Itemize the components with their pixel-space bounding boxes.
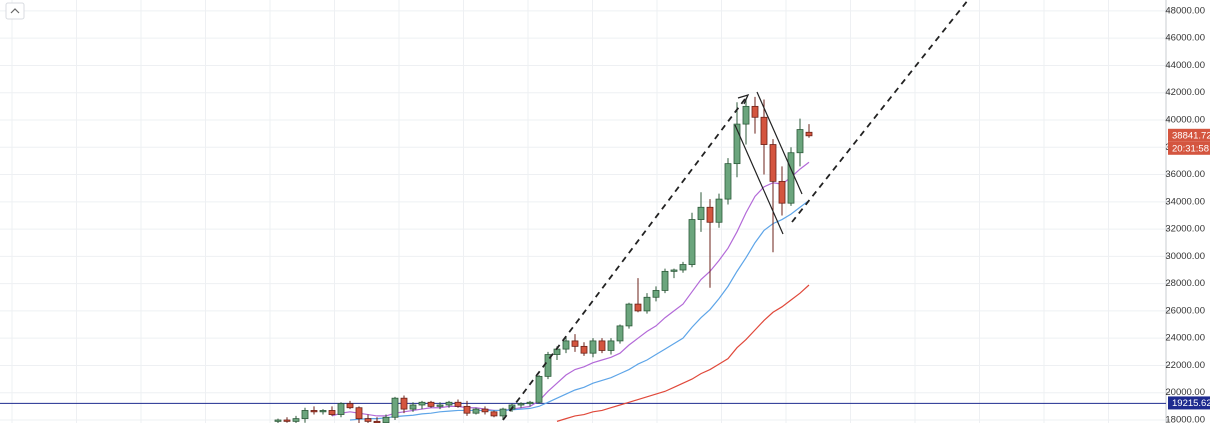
y-tick-label: 36000.00 xyxy=(1165,169,1205,180)
candle-body xyxy=(472,408,480,414)
candle-body xyxy=(643,296,651,312)
candle-body xyxy=(382,416,390,423)
moving-average xyxy=(331,161,810,417)
candle-body xyxy=(724,163,732,200)
moving-average xyxy=(349,199,810,421)
flag-line xyxy=(756,91,803,195)
candle-body xyxy=(418,401,426,406)
candle-body xyxy=(778,180,786,204)
collapse-button[interactable] xyxy=(5,2,25,20)
y-tick-label: 40000.00 xyxy=(1165,115,1205,126)
candle-body xyxy=(760,116,768,145)
arrow-head xyxy=(737,93,750,105)
candle-body xyxy=(616,325,624,342)
countdown-label: 20:31:58 xyxy=(1172,143,1209,154)
candle-body xyxy=(337,403,345,415)
last-price-label: 38841.72 xyxy=(1172,130,1210,141)
candle-body xyxy=(571,340,579,347)
y-tick-label: 20000.00 xyxy=(1165,387,1205,398)
candle-body xyxy=(463,405,471,414)
y-tick-label: 46000.00 xyxy=(1165,33,1205,44)
hline-tag xyxy=(1168,396,1210,410)
candle-body xyxy=(733,123,741,165)
candle-body xyxy=(751,105,759,118)
candle-body xyxy=(427,401,435,407)
candle-body xyxy=(319,410,327,413)
y-tick-label: 22000.00 xyxy=(1165,360,1205,371)
candle-body xyxy=(706,206,714,223)
candle-body xyxy=(274,419,282,422)
dashed-projection xyxy=(791,0,969,223)
flag-line xyxy=(734,124,784,235)
candle-body xyxy=(688,219,696,265)
candle-body xyxy=(670,269,678,272)
plot xyxy=(0,96,1166,423)
candle-body xyxy=(328,410,336,415)
candle-body xyxy=(283,419,291,422)
candle-body xyxy=(805,131,813,137)
candle-body xyxy=(679,264,687,271)
candle-body xyxy=(301,410,309,420)
candle-body xyxy=(697,206,705,220)
candle-body xyxy=(562,340,570,350)
moving-average xyxy=(556,284,810,422)
candle-body xyxy=(454,401,462,407)
candle-body xyxy=(652,290,660,298)
last-price-tag xyxy=(1168,128,1210,142)
candle-body xyxy=(625,303,633,327)
y-tick-label: 32000.00 xyxy=(1165,224,1205,235)
candle-body xyxy=(445,401,453,406)
candle-body xyxy=(391,397,399,418)
candle-body xyxy=(553,348,561,355)
y-tick-label: 42000.00 xyxy=(1165,87,1205,98)
candle-body xyxy=(580,345,588,354)
candle-body xyxy=(310,410,318,413)
candle-body xyxy=(598,340,606,351)
candle-body xyxy=(400,397,408,410)
candle-body xyxy=(526,401,534,405)
candle-body xyxy=(787,152,795,204)
candle-body xyxy=(355,407,363,420)
dashed-trend xyxy=(502,94,749,421)
candle-body xyxy=(535,375,543,403)
y-tick-label: 26000.00 xyxy=(1165,305,1205,316)
y-tick-label: 34000.00 xyxy=(1165,196,1205,207)
y-tick-label: 30000.00 xyxy=(1165,251,1205,262)
candle-body xyxy=(499,408,507,417)
y-tick-label: 28000.00 xyxy=(1165,278,1205,289)
candle-body xyxy=(436,404,444,407)
y-tick-label: 44000.00 xyxy=(1165,60,1205,71)
candle-body xyxy=(742,105,750,125)
countdown-tag xyxy=(1168,141,1210,155)
hline-label: 19215.62 xyxy=(1172,398,1210,409)
y-tick-label: 24000.00 xyxy=(1165,333,1205,344)
candle-body xyxy=(607,340,615,351)
grid xyxy=(0,0,1166,423)
chevron-icon xyxy=(10,8,20,14)
candle-body xyxy=(634,303,642,312)
candle-body xyxy=(661,270,669,291)
candle-body xyxy=(517,403,525,406)
candle-body xyxy=(364,418,372,422)
candle-body xyxy=(292,418,300,422)
candle-body xyxy=(796,129,804,154)
candle-body xyxy=(346,403,354,409)
y-tick-label: 48000.00 xyxy=(1165,5,1205,16)
candle-body xyxy=(589,340,597,354)
drawings xyxy=(502,0,969,421)
candle-body xyxy=(769,144,777,182)
candle-body xyxy=(490,411,498,417)
price-axis: 18000.00 20000.00 22000.00 24000.00 26000.00… xyxy=(1165,5,1210,423)
candle-body xyxy=(481,408,489,413)
candle-body xyxy=(409,404,417,410)
y-tick-label: 18000.00 xyxy=(1165,415,1205,423)
candle-body xyxy=(715,198,723,223)
